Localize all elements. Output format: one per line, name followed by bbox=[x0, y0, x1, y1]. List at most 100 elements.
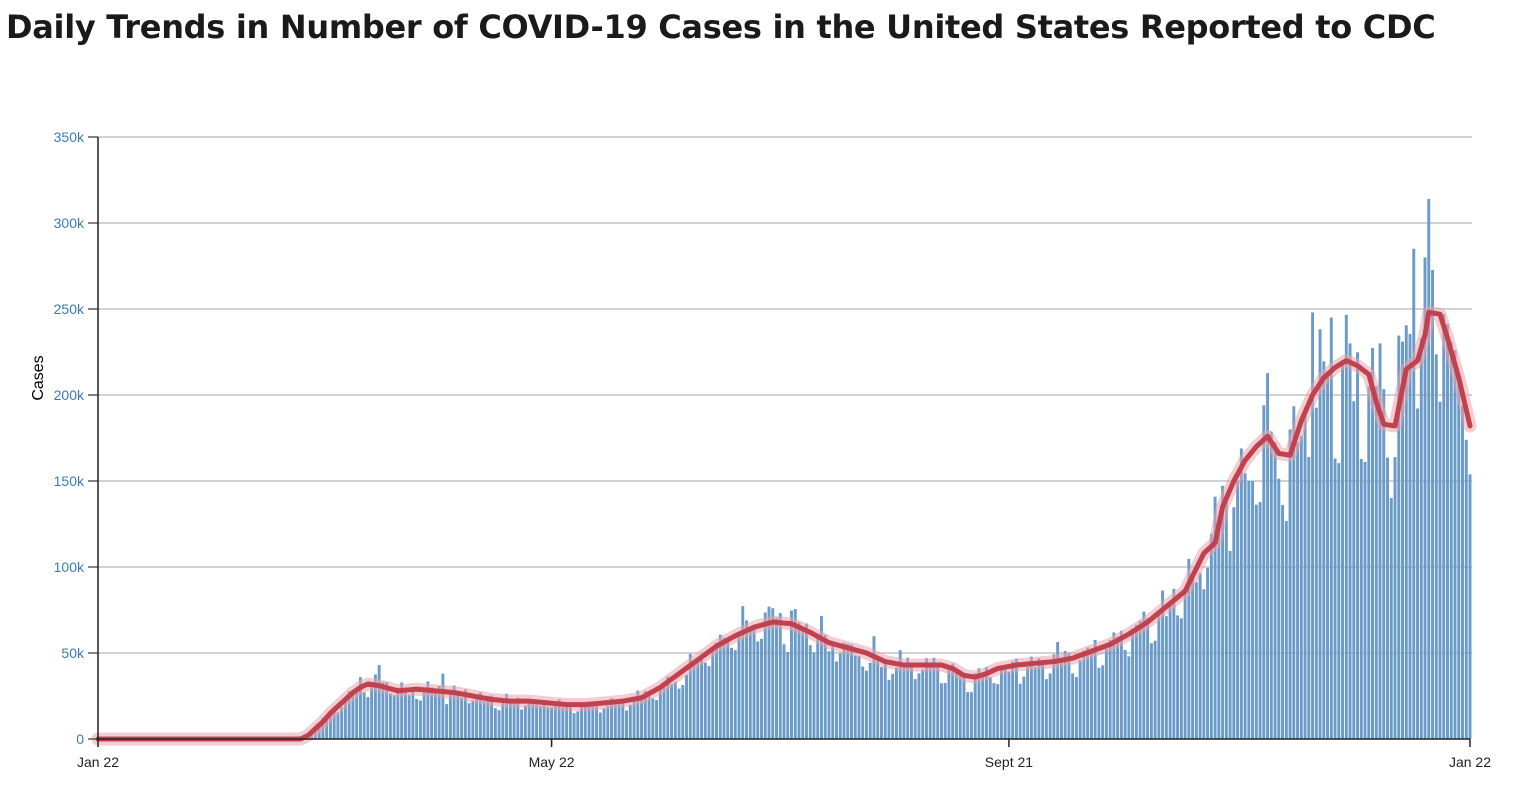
case-bar bbox=[1213, 496, 1217, 739]
case-bar bbox=[550, 707, 554, 739]
case-bar bbox=[666, 676, 670, 739]
case-bar bbox=[999, 668, 1003, 739]
case-bar bbox=[516, 697, 520, 739]
case-bar bbox=[883, 662, 887, 739]
case-bar bbox=[1404, 325, 1408, 739]
case-bar bbox=[688, 653, 692, 739]
case-bar bbox=[771, 608, 775, 739]
x-tick-label: Jan 22 bbox=[1449, 754, 1491, 770]
trend-line bbox=[95, 309, 1473, 742]
case-bar bbox=[838, 653, 842, 739]
case-bar bbox=[497, 710, 501, 739]
case-bar bbox=[557, 699, 561, 739]
case-bar bbox=[917, 673, 921, 739]
case-bar bbox=[1134, 624, 1138, 739]
case-bar bbox=[939, 683, 943, 739]
case-bar bbox=[745, 620, 748, 739]
case-bar bbox=[1146, 618, 1150, 739]
case-bar bbox=[984, 667, 988, 739]
case-bar bbox=[1262, 405, 1266, 739]
y-tick-label: 200k bbox=[54, 387, 85, 403]
case-bar bbox=[1389, 498, 1393, 739]
case-bar bbox=[816, 636, 820, 739]
case-bar bbox=[1314, 407, 1318, 739]
case-bar bbox=[1412, 248, 1416, 740]
case-bar bbox=[407, 694, 411, 739]
case-bar bbox=[1003, 665, 1007, 739]
case-bar bbox=[1461, 405, 1464, 739]
case-bar bbox=[793, 609, 797, 739]
case-bar bbox=[726, 638, 730, 739]
x-tick-label: May 22 bbox=[529, 754, 575, 770]
case-bar bbox=[643, 691, 647, 739]
case-bar bbox=[501, 703, 505, 739]
case-bar bbox=[947, 666, 951, 739]
case-bar bbox=[1359, 459, 1363, 739]
case-bar bbox=[613, 704, 617, 739]
case-bar bbox=[1333, 458, 1337, 739]
case-bar bbox=[1176, 615, 1180, 739]
case-bar bbox=[396, 687, 400, 739]
case-bar bbox=[463, 689, 467, 739]
case-bar bbox=[805, 623, 808, 739]
case-bar bbox=[456, 693, 460, 739]
case-bar bbox=[670, 684, 674, 739]
case-bar bbox=[1022, 676, 1026, 739]
case-bar bbox=[876, 657, 880, 739]
case-bar bbox=[411, 690, 415, 739]
case-bar bbox=[1202, 589, 1206, 739]
case-bar bbox=[422, 690, 426, 739]
case-bar bbox=[403, 689, 407, 739]
case-bar bbox=[1131, 628, 1135, 739]
case-bar bbox=[1052, 654, 1056, 739]
case-bar bbox=[1277, 478, 1281, 739]
case-bar bbox=[1408, 334, 1412, 739]
case-bar bbox=[621, 701, 625, 739]
case-bar bbox=[1326, 371, 1330, 739]
case-bar bbox=[1299, 435, 1303, 739]
case-bar bbox=[475, 695, 479, 739]
case-bar bbox=[842, 642, 846, 739]
case-bar bbox=[958, 672, 962, 739]
case-bar bbox=[565, 705, 569, 739]
case-bar bbox=[865, 670, 868, 739]
case-bar bbox=[1119, 630, 1123, 739]
case-bar bbox=[1337, 463, 1341, 739]
case-bar bbox=[1232, 507, 1236, 739]
case-bar bbox=[1254, 504, 1258, 739]
case-bar bbox=[966, 692, 970, 739]
case-bar bbox=[1292, 406, 1296, 739]
case-bar bbox=[1273, 442, 1277, 739]
case-bar bbox=[640, 698, 644, 739]
case-bar bbox=[1206, 567, 1210, 739]
case-bar bbox=[1191, 578, 1195, 739]
case-bar bbox=[478, 692, 482, 739]
case-bar bbox=[872, 636, 876, 739]
case-bar bbox=[1303, 407, 1307, 739]
case-bar bbox=[351, 694, 355, 739]
case-bar bbox=[763, 612, 767, 739]
x-tick-label: Sept 21 bbox=[985, 754, 1033, 770]
case-bar bbox=[778, 613, 782, 739]
case-bar bbox=[1371, 347, 1374, 739]
case-bar bbox=[572, 713, 576, 739]
case-bar bbox=[1194, 582, 1198, 739]
case-bar bbox=[1344, 314, 1348, 739]
case-bar bbox=[696, 661, 700, 739]
case-bar bbox=[846, 643, 850, 739]
case-bar bbox=[636, 690, 640, 739]
y-tick-label: 300k bbox=[54, 215, 85, 231]
case-bar bbox=[831, 645, 835, 739]
case-bar bbox=[632, 699, 636, 739]
case-bar bbox=[703, 662, 707, 739]
case-bar bbox=[1161, 590, 1165, 739]
case-bar bbox=[850, 644, 853, 739]
case-bar bbox=[1393, 457, 1397, 739]
case-bar bbox=[471, 700, 475, 739]
case-bar bbox=[748, 629, 752, 739]
case-bar bbox=[775, 617, 778, 739]
case-bar bbox=[366, 697, 370, 739]
case-bar bbox=[1318, 329, 1322, 739]
case-bar bbox=[756, 641, 760, 739]
